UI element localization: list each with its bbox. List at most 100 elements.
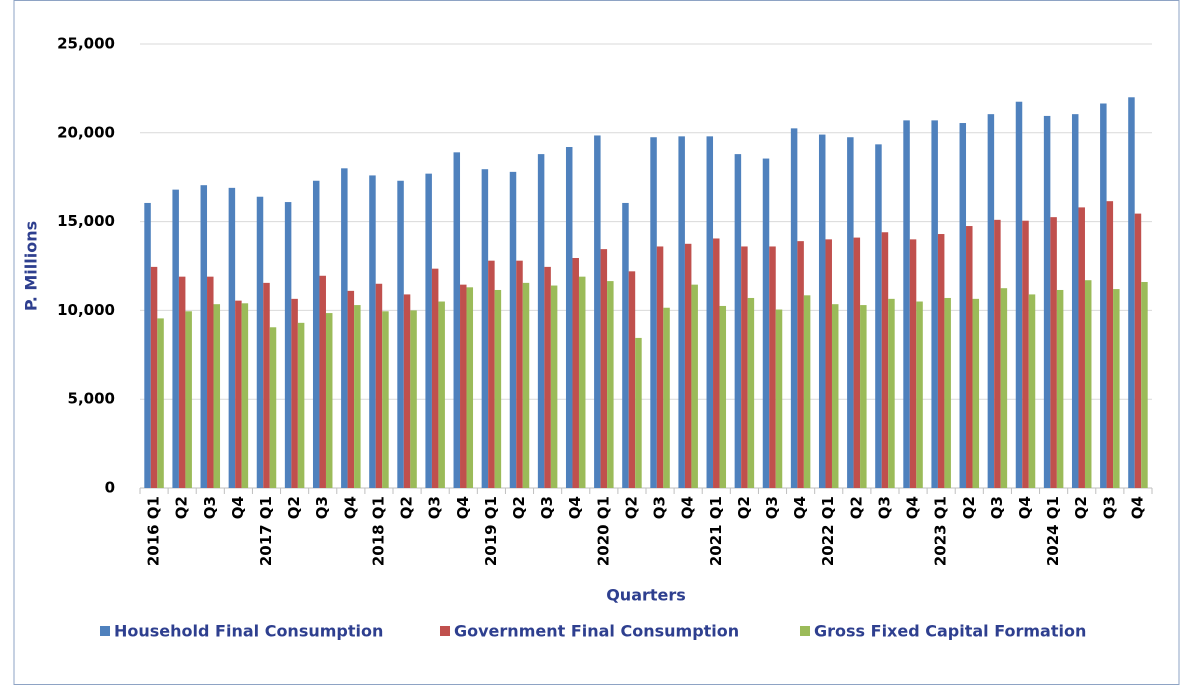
bar bbox=[516, 260, 523, 488]
bar bbox=[663, 307, 670, 488]
bar bbox=[509, 171, 517, 488]
legend-marker bbox=[100, 626, 110, 636]
y-tick-label: 15,000 bbox=[57, 212, 115, 230]
bar bbox=[494, 289, 502, 488]
bar bbox=[375, 283, 383, 488]
bar bbox=[972, 298, 980, 488]
bar bbox=[1050, 217, 1057, 488]
bar bbox=[572, 258, 579, 488]
bar bbox=[881, 232, 889, 488]
bar bbox=[600, 249, 608, 488]
bar bbox=[438, 301, 445, 488]
bar bbox=[656, 246, 664, 488]
bar bbox=[888, 298, 895, 488]
bar bbox=[1015, 101, 1023, 488]
bar bbox=[284, 202, 292, 488]
bar bbox=[1043, 115, 1051, 488]
bar bbox=[1100, 103, 1107, 488]
y-axis-title: P. Millions bbox=[22, 221, 41, 311]
bar bbox=[397, 180, 404, 488]
bar bbox=[825, 239, 832, 488]
bar bbox=[944, 297, 951, 488]
bar bbox=[635, 337, 642, 488]
bar bbox=[775, 309, 783, 488]
bar bbox=[425, 173, 432, 488]
bar bbox=[650, 137, 657, 489]
x-tick-label: Q3 bbox=[1100, 496, 1118, 519]
legend-marker bbox=[800, 626, 810, 636]
x-tick-label: Q3 bbox=[538, 496, 556, 519]
bar bbox=[860, 305, 867, 488]
bar bbox=[369, 175, 376, 488]
bar bbox=[691, 284, 698, 488]
x-tick-label: Q2 bbox=[847, 496, 865, 519]
bar bbox=[150, 266, 158, 488]
x-tick-label: Q4 bbox=[679, 496, 697, 519]
bar bbox=[769, 246, 776, 488]
bar bbox=[157, 318, 164, 488]
bar bbox=[354, 305, 361, 488]
bar bbox=[734, 154, 742, 488]
bar bbox=[909, 239, 917, 488]
bar bbox=[622, 202, 629, 488]
x-tick-label: Q3 bbox=[651, 496, 669, 519]
bar bbox=[853, 237, 861, 488]
bar bbox=[213, 304, 221, 488]
bar bbox=[341, 168, 348, 488]
x-tick-label: Q2 bbox=[735, 496, 753, 519]
bar bbox=[713, 238, 720, 488]
x-tick-label: 2017 Q1 bbox=[257, 496, 275, 566]
bar bbox=[790, 128, 798, 489]
x-tick-label: Q4 bbox=[791, 496, 809, 519]
bar bbox=[1106, 201, 1114, 488]
bar bbox=[1028, 294, 1036, 488]
bar bbox=[522, 282, 530, 488]
bar bbox=[747, 297, 755, 488]
bar bbox=[1113, 289, 1120, 488]
x-tick-label: Q3 bbox=[988, 496, 1006, 519]
y-tick-label: 25,000 bbox=[57, 35, 115, 53]
bar bbox=[1141, 281, 1148, 488]
bar bbox=[847, 137, 854, 489]
bar bbox=[263, 282, 270, 488]
bar bbox=[550, 285, 558, 488]
legend-label: Household Final Consumption bbox=[114, 622, 383, 641]
y-tick-label: 0 bbox=[105, 479, 115, 497]
bar bbox=[706, 136, 714, 489]
x-tick-label: Q2 bbox=[285, 496, 303, 519]
bar bbox=[291, 298, 298, 488]
bar bbox=[1056, 289, 1064, 488]
x-tick-label: Q2 bbox=[960, 496, 978, 519]
y-tick-label: 20,000 bbox=[57, 123, 115, 141]
x-tick-label: Q4 bbox=[454, 496, 472, 519]
bar bbox=[228, 187, 236, 488]
x-tick-label: Q3 bbox=[426, 496, 444, 519]
bar bbox=[453, 152, 461, 488]
x-tick-label: Q2 bbox=[510, 496, 528, 519]
bar bbox=[628, 271, 636, 488]
bar bbox=[256, 196, 264, 488]
bar bbox=[312, 180, 320, 488]
bar bbox=[937, 234, 945, 488]
bar bbox=[1134, 213, 1142, 488]
bar bbox=[1071, 114, 1079, 488]
x-tick-label: 2020 Q1 bbox=[594, 496, 612, 566]
bar bbox=[565, 147, 573, 488]
bar bbox=[594, 135, 601, 489]
x-tick-label: 2023 Q1 bbox=[932, 496, 950, 566]
bar bbox=[403, 294, 411, 488]
bar bbox=[319, 275, 326, 488]
bar bbox=[1128, 97, 1135, 488]
x-tick-label: Q3 bbox=[201, 496, 219, 519]
bar bbox=[994, 219, 1001, 488]
bar bbox=[235, 300, 242, 488]
bar bbox=[144, 202, 151, 488]
bar bbox=[185, 311, 192, 488]
bar bbox=[537, 154, 545, 488]
bar bbox=[488, 260, 495, 488]
bar bbox=[431, 268, 439, 488]
bar bbox=[959, 123, 967, 489]
x-tick-label: Q3 bbox=[875, 496, 893, 519]
bar bbox=[987, 114, 995, 488]
